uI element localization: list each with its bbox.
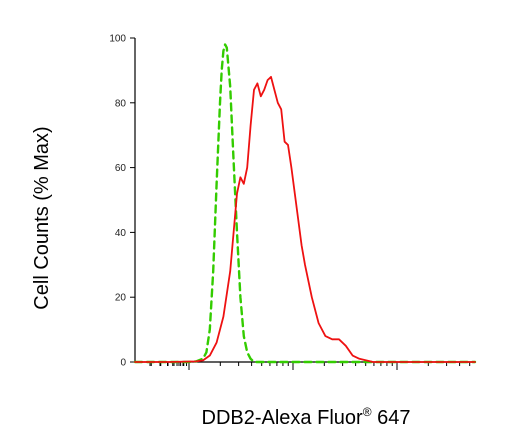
y-ticks: 0 20 40 60 80 100 (109, 34, 135, 369)
y-tick-label: 20 (115, 293, 127, 304)
y-tick-label: 80 (115, 98, 127, 109)
y-tick-label: 0 (120, 358, 126, 369)
axes: 0 20 40 60 80 100 (109, 34, 475, 370)
y-tick-label: 60 (115, 163, 127, 174)
x-ticks (149, 362, 471, 370)
x-axis-label-main: DDB2-Alexa Fluor (202, 407, 364, 429)
y-tick-label: 40 (115, 228, 127, 239)
control-series-line (133, 43, 477, 364)
series-layer (133, 43, 477, 364)
x-axis-label-superscript: ® (363, 405, 372, 419)
x-axis-label-tail: 647 (372, 407, 411, 429)
y-tick-label: 100 (109, 34, 126, 45)
x-axis-label: DDB2-Alexa Fluor® 647 (202, 405, 411, 429)
sample-series-line (134, 75, 476, 363)
y-axis-label: Cell Counts (% Max) (31, 126, 53, 309)
